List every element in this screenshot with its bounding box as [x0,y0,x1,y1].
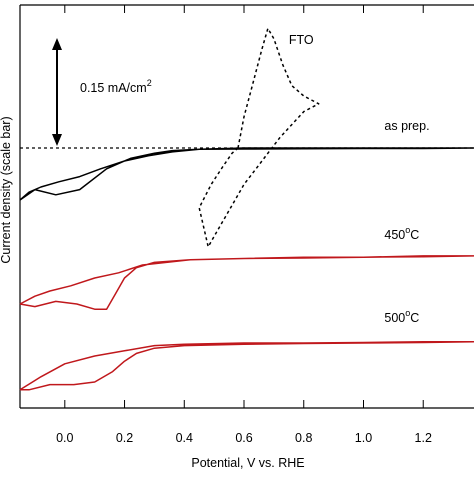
x-tick-label: 0.0 [56,431,73,445]
chart-marks: 0.0 0.2 0.4 0.6 0.8 1.0 1.2 [19,4,474,445]
series-500-c [19,340,474,391]
scale-bar-label: 0.15 mA/cm2 [80,78,152,95]
chart-annotations: 0.15 mA/cm2 FTO as prep. 450oC 500oC [80,33,430,325]
x-tick-label: 1.0 [355,431,372,445]
annotation-label: 450oC [384,225,419,242]
x-tick-label: 0.2 [116,431,133,445]
scale-bar-arrow-up [52,38,62,50]
x-tick-label: 0.8 [295,431,312,445]
series-as-prep [19,147,474,201]
x-tick-label: 0.4 [176,431,193,445]
y-axis-title: Current density (scale bar) [0,116,13,263]
x-tick-label: 0.6 [235,431,252,445]
x-axis-title: Potential, V vs. RHE [191,456,304,470]
scale-bar-arrow-down [52,134,62,146]
annotation-label: FTO [289,33,314,47]
series-fto [198,27,320,248]
series-450-c [19,255,474,310]
annotation-label: as prep. [384,119,429,133]
x-tick-label: 1.2 [415,431,432,445]
annotation-label: 500oC [384,308,419,325]
